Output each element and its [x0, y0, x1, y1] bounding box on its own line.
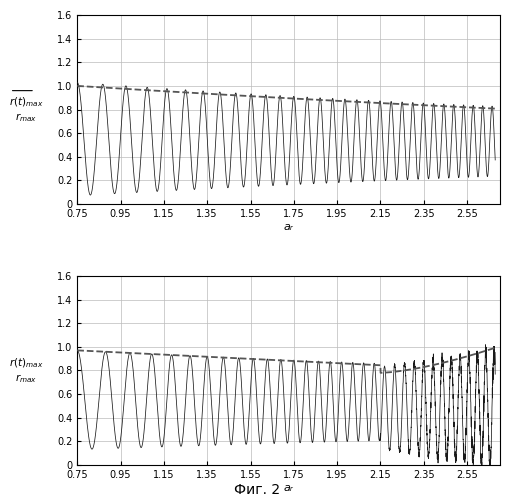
Y-axis label: $r(t)_{max}$
$r_{max}$: $r(t)_{max}$ $r_{max}$	[9, 96, 44, 124]
Text: Фиг. 2: Фиг. 2	[234, 484, 281, 498]
Y-axis label: $r(t)_{max}$
$r_{max}$: $r(t)_{max}$ $r_{max}$	[9, 356, 44, 384]
X-axis label: aᵣ: aᵣ	[284, 222, 293, 232]
X-axis label: aᵣ: aᵣ	[284, 482, 293, 492]
